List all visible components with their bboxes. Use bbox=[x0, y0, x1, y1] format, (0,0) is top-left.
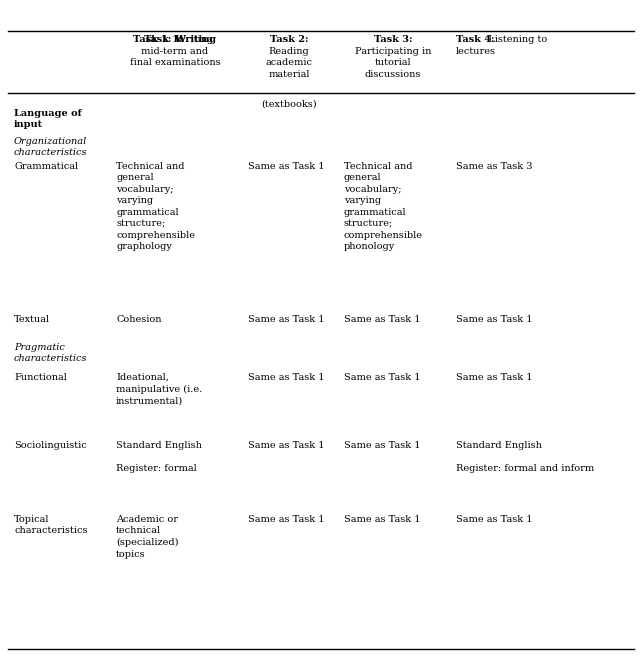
Text: discussions: discussions bbox=[365, 69, 421, 79]
Text: Same as Task 1: Same as Task 1 bbox=[248, 515, 324, 524]
Text: Participating in: Participating in bbox=[355, 46, 431, 56]
Text: tutorial: tutorial bbox=[375, 58, 412, 67]
Text: Same as Task 1: Same as Task 1 bbox=[456, 315, 532, 324]
Text: Same as Task 1: Same as Task 1 bbox=[248, 162, 324, 171]
Text: Cohesion: Cohesion bbox=[116, 315, 162, 324]
Text: Grammatical: Grammatical bbox=[14, 162, 78, 171]
Text: Task 1:: Task 1: bbox=[144, 35, 182, 44]
Text: Textual: Textual bbox=[14, 315, 50, 324]
Text: lectures: lectures bbox=[456, 46, 496, 56]
Text: Standard English

Register: formal and inform: Standard English Register: formal and in… bbox=[456, 441, 594, 473]
Text: Standard English

Register: formal: Standard English Register: formal bbox=[116, 441, 202, 473]
Text: material: material bbox=[268, 69, 309, 79]
Text: Same as Task 1: Same as Task 1 bbox=[344, 373, 421, 382]
Text: Technical and
general
vocabulary;
varying
grammatical
structure;
comprehensible
: Technical and general vocabulary; varyin… bbox=[116, 162, 195, 251]
Text: Ideational,
manipulative (i.e.
instrumental): Ideational, manipulative (i.e. instrumen… bbox=[116, 373, 202, 405]
Text: Technical and
general
vocabulary;
varying
grammatical
structure;
comprehensible
: Technical and general vocabulary; varyin… bbox=[344, 162, 423, 251]
Text: Pragmatic
characteristics: Pragmatic characteristics bbox=[14, 343, 87, 364]
Text: Organizational
characteristics: Organizational characteristics bbox=[14, 137, 87, 157]
Text: Same as Task 3: Same as Task 3 bbox=[456, 162, 532, 171]
Text: Listening to: Listening to bbox=[485, 35, 548, 44]
Text: Same as Task 1: Same as Task 1 bbox=[248, 373, 324, 382]
Text: Same as Task 1: Same as Task 1 bbox=[248, 315, 324, 324]
Text: Same as Task 1: Same as Task 1 bbox=[344, 315, 421, 324]
Text: Language of
input: Language of input bbox=[14, 109, 82, 130]
Text: Task 3:: Task 3: bbox=[374, 35, 412, 44]
Text: Writing: Writing bbox=[173, 35, 213, 44]
Text: (textbooks): (textbooks) bbox=[261, 100, 317, 109]
Text: Task 4:: Task 4: bbox=[456, 35, 494, 44]
Text: Reading: Reading bbox=[268, 46, 309, 56]
Text: Functional: Functional bbox=[14, 373, 67, 382]
Text: Same as Task 1: Same as Task 1 bbox=[344, 441, 421, 450]
Text: Task 2:: Task 2: bbox=[270, 35, 308, 44]
Text: Topical
characteristics: Topical characteristics bbox=[14, 515, 87, 535]
Text: mid-term and: mid-term and bbox=[141, 46, 209, 56]
Text: Same as Task 1: Same as Task 1 bbox=[344, 515, 421, 524]
Text: Same as Task 1: Same as Task 1 bbox=[456, 373, 532, 382]
Text: Sociolinguistic: Sociolinguistic bbox=[14, 441, 87, 450]
Text: final examinations: final examinations bbox=[130, 58, 220, 67]
Text: academic: academic bbox=[266, 58, 313, 67]
Text: Academic or
technical
(specialized)
topics: Academic or technical (specialized) topi… bbox=[116, 515, 178, 559]
Text: Same as Task 1: Same as Task 1 bbox=[456, 515, 532, 524]
Text: Task 1: Writing: Task 1: Writing bbox=[134, 35, 216, 44]
Text: Same as Task 1: Same as Task 1 bbox=[248, 441, 324, 450]
